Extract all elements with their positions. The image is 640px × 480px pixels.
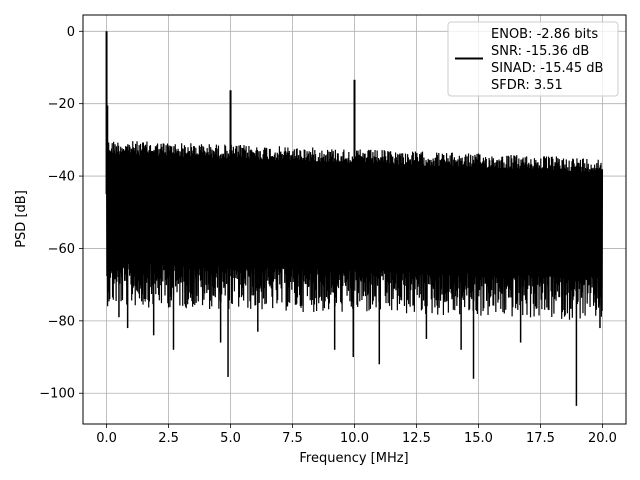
x-tick-label: 5.0 <box>220 431 241 446</box>
y-tick-label: −60 <box>48 242 75 257</box>
x-tick-label: 7.5 <box>282 431 303 446</box>
x-axis-label: Frequency [MHz] <box>299 451 408 466</box>
legend-snr: SNR: -15.36 dB <box>491 44 589 59</box>
y-axis-label: PSD [dB] <box>14 190 29 248</box>
legend-sfdr: SFDR: 3.51 <box>491 78 563 93</box>
x-tick-label: 17.5 <box>526 431 555 446</box>
y-tick-label: −100 <box>39 387 75 402</box>
x-tick-label: 0.0 <box>96 431 117 446</box>
y-tick-label: −40 <box>48 170 75 185</box>
x-tick-label: 12.5 <box>402 431 431 446</box>
x-tick-label: 2.5 <box>158 431 179 446</box>
y-tick-label: 0 <box>67 25 75 40</box>
legend-sinad: SINAD: -15.45 dB <box>491 61 603 76</box>
y-tick-label: −80 <box>48 314 75 329</box>
x-tick-label: 15.0 <box>464 431 493 446</box>
y-tick-label: −20 <box>48 97 75 112</box>
plot-area <box>105 31 604 406</box>
legend-enob: ENOB: -2.86 bits <box>491 27 598 42</box>
legend-box <box>447 21 619 97</box>
x-tick-label: 10.0 <box>340 431 369 446</box>
x-tick-label: 20.0 <box>588 431 617 446</box>
legend: ENOB: -2.86 bits SNR: -15.36 dB SINAD: -… <box>447 21 619 97</box>
axis-ticks: 0.0 2.5 5.0 7.5 10.0 12.5 15.0 17.5 20.0 0 −20 −40 −… <box>39 25 617 446</box>
